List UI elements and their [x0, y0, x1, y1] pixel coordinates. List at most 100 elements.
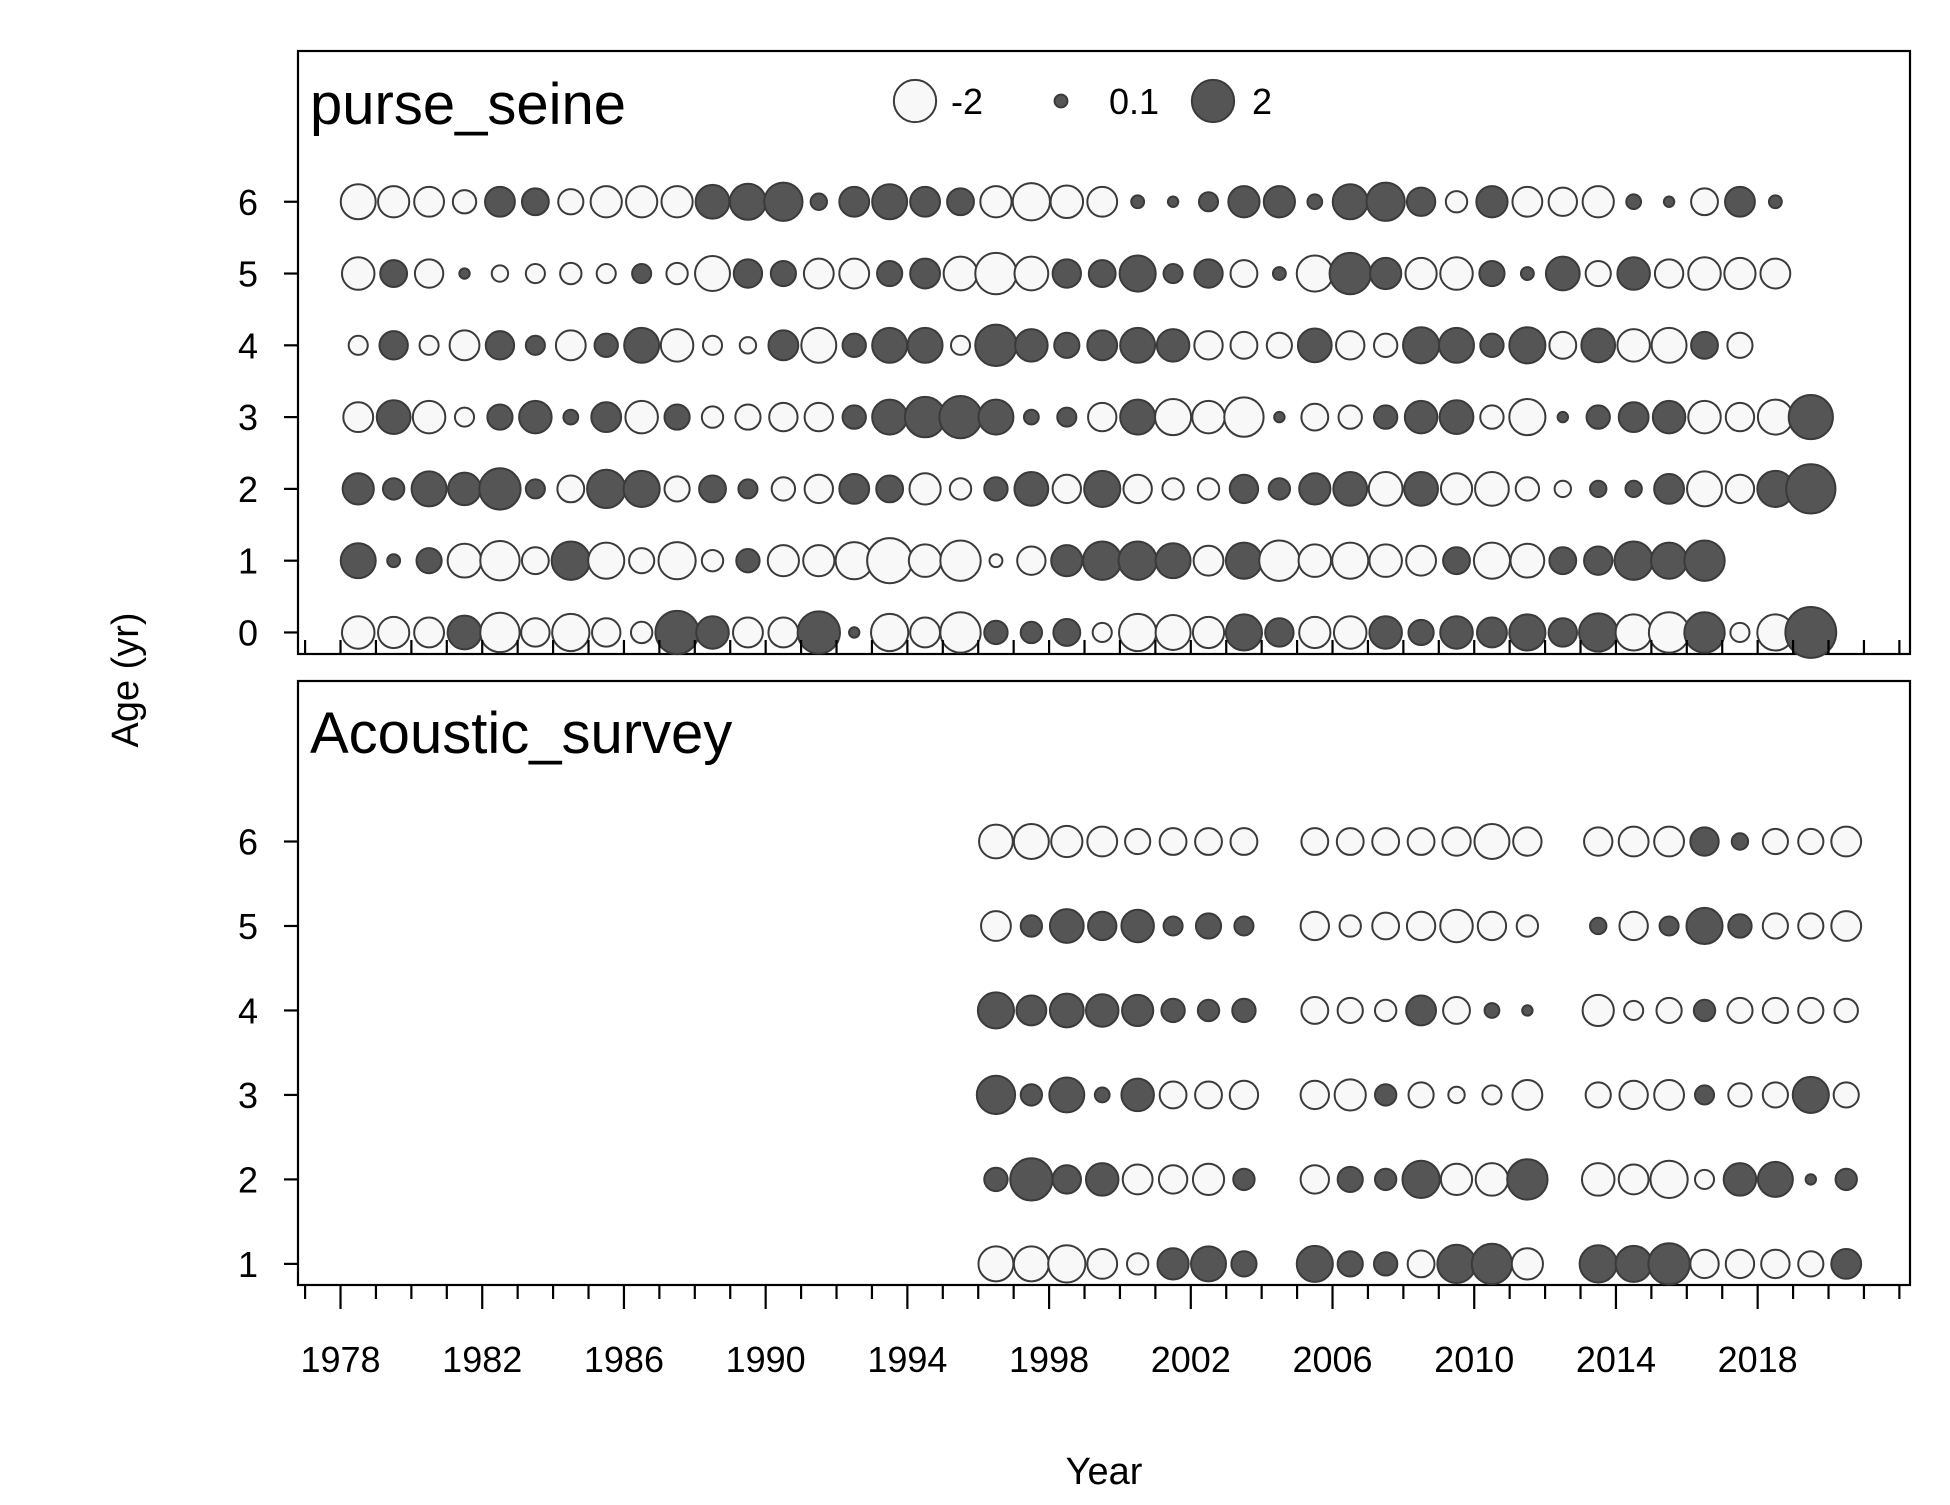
y-axis-ticks: 1 2 3 4 5 6: [238, 822, 298, 1285]
residual-bubble: [379, 259, 409, 288]
residual-bubble: [1724, 1248, 1756, 1280]
residual-bubble: [1509, 542, 1546, 579]
residual-bubble: [698, 474, 727, 504]
x-axis-ticks: [303, 1285, 1901, 1309]
residual-bubble: [375, 399, 412, 435]
residual-bubble: [1556, 410, 1569, 424]
residual-bubble: [977, 398, 1015, 436]
residual-bubble: [1614, 613, 1653, 652]
residual-bubble: [1016, 545, 1047, 576]
residual-bubble: [1797, 827, 1825, 856]
residual-bubble: [978, 823, 1014, 860]
residual-bubble: [1190, 1245, 1227, 1283]
x-tick-label: 2010: [1434, 1339, 1514, 1380]
y-tick-label: 1: [238, 1244, 258, 1285]
residual-bubble: [735, 548, 761, 574]
x-axis-title: Year: [1066, 1451, 1143, 1493]
y-tick-label: 5: [238, 906, 258, 947]
y-tick-label: 3: [238, 1075, 258, 1116]
residual-bubble: [520, 617, 551, 648]
residual-bubble: [1194, 1080, 1223, 1110]
residual-bubble: [948, 477, 973, 501]
residual-bubble: [946, 187, 975, 217]
y-tick-label: 0: [238, 612, 258, 653]
y-axis-ticks: 0 1 2 3 4 5 6: [238, 182, 298, 653]
x-tick-label: 1994: [867, 1339, 947, 1380]
residual-bubble: [1223, 396, 1265, 438]
residual-bubble: [1547, 617, 1578, 648]
residual-bubble: [871, 183, 909, 221]
residual-bubble: [1333, 1078, 1367, 1112]
residual-bubble: [415, 547, 443, 575]
residual-bubble: [1580, 327, 1617, 364]
residual-bubble: [1161, 477, 1185, 501]
residual-bubble: [625, 185, 659, 219]
residual-bubble: [550, 540, 591, 581]
residual-bubble: [377, 615, 411, 650]
residual-bubble: [1687, 256, 1722, 291]
residual-bubble: [1797, 1250, 1825, 1278]
residual-bubble: [1295, 1244, 1334, 1283]
residual-bubble: [1653, 472, 1685, 505]
residual-bubble: [1228, 473, 1260, 505]
residual-bubble: [1405, 994, 1437, 1027]
legend-label: 0.1: [1109, 81, 1159, 122]
residual-bubble: [1117, 540, 1158, 581]
residual-bubble: [629, 620, 654, 645]
residual-bubble: [1726, 996, 1754, 1025]
residual-bubble: [1581, 185, 1615, 219]
residual-bubble: [659, 328, 695, 363]
residual-bubble: [418, 334, 440, 356]
residual-bubble: [453, 406, 476, 428]
residual-bubble: [479, 540, 521, 582]
residual-bubble: [909, 616, 941, 649]
residual-bubble: [734, 403, 762, 431]
legend-marker-positive: [1190, 78, 1236, 124]
residual-bubble: [1336, 1250, 1364, 1278]
residual-bubble: [1649, 1159, 1689, 1200]
residual-bubble: [1647, 1242, 1691, 1286]
residual-bubble: [1406, 1249, 1436, 1279]
residual-bubble: [446, 542, 483, 579]
y-tick-label: 2: [238, 469, 258, 510]
residual-bubble: [803, 401, 834, 433]
residual-bubble: [770, 476, 797, 502]
residual-bubble: [1617, 401, 1650, 434]
residual-bubble: [763, 181, 804, 222]
residual-bubble: [1444, 190, 1469, 214]
residual-bubble: [1372, 1251, 1399, 1277]
x-tick-label: 1986: [584, 1339, 664, 1380]
residual-bubble: [1439, 908, 1474, 944]
residual-bubble: [1297, 543, 1333, 578]
residual-bubble: [551, 612, 591, 653]
residual-bubble: [1442, 546, 1471, 576]
residual-bubble: [1727, 1082, 1753, 1108]
residual-bubble: [1119, 326, 1157, 364]
residual-bubble: [1405, 544, 1437, 577]
residual-bubble: [767, 329, 800, 362]
residual-bubble: [1118, 612, 1158, 653]
residual-bubble: [1618, 910, 1649, 942]
residual-bubble: [1830, 910, 1863, 942]
residual-bubble: [1683, 539, 1726, 582]
residual-bubble: [1624, 479, 1643, 499]
panel-frame: [296, 49, 1912, 656]
residual-bubble: [1584, 1081, 1612, 1109]
residual-bubble: [1191, 399, 1226, 435]
residual-bubble: [340, 256, 376, 291]
residual-bubble: [1473, 823, 1511, 860]
x-minor-ticks: [303, 640, 1901, 654]
residual-bubble: [411, 399, 447, 435]
residual-bubble: [876, 259, 904, 288]
residual-bubble: [1229, 827, 1259, 856]
residual-bubble: [1653, 1079, 1685, 1111]
residual-bubble: [1053, 331, 1081, 359]
residual-bubble: [939, 611, 982, 654]
residual-bubble: [486, 403, 514, 431]
residual-bubble: [701, 334, 724, 356]
residual-bubble: [1158, 827, 1188, 856]
residual-bubble: [1332, 471, 1369, 507]
residual-bubble: [342, 401, 375, 434]
residual-bubble: [1403, 471, 1439, 507]
residual-bubble: [738, 336, 758, 355]
